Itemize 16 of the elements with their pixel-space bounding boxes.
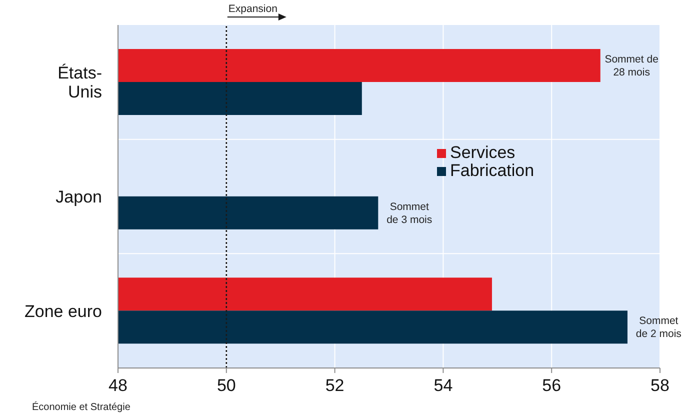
x-tick-label: 58	[650, 376, 670, 396]
x-tick-label: 50	[216, 376, 236, 396]
y-tick-label: Japon	[56, 188, 102, 206]
text: Économie et Stratégie	[32, 402, 130, 413]
annotation: Sommet de 28 mois	[604, 54, 659, 79]
x-tick-label: 52	[325, 376, 344, 396]
annotation: Sommet de 3 mois	[386, 200, 432, 226]
x-tick-label: 54	[434, 376, 453, 396]
legend-label: Services	[450, 143, 516, 162]
legend-label: Fabrication	[450, 161, 534, 180]
y-tick-label: États-Unis	[58, 64, 102, 102]
y-tick-label: Zone euro	[24, 302, 102, 321]
ref-line-label: Expansion	[228, 3, 278, 15]
x-tick-label: 56	[542, 376, 562, 396]
annotation: Sommet de 2 mois	[636, 315, 682, 340]
x-tick-label: 48	[108, 376, 128, 396]
